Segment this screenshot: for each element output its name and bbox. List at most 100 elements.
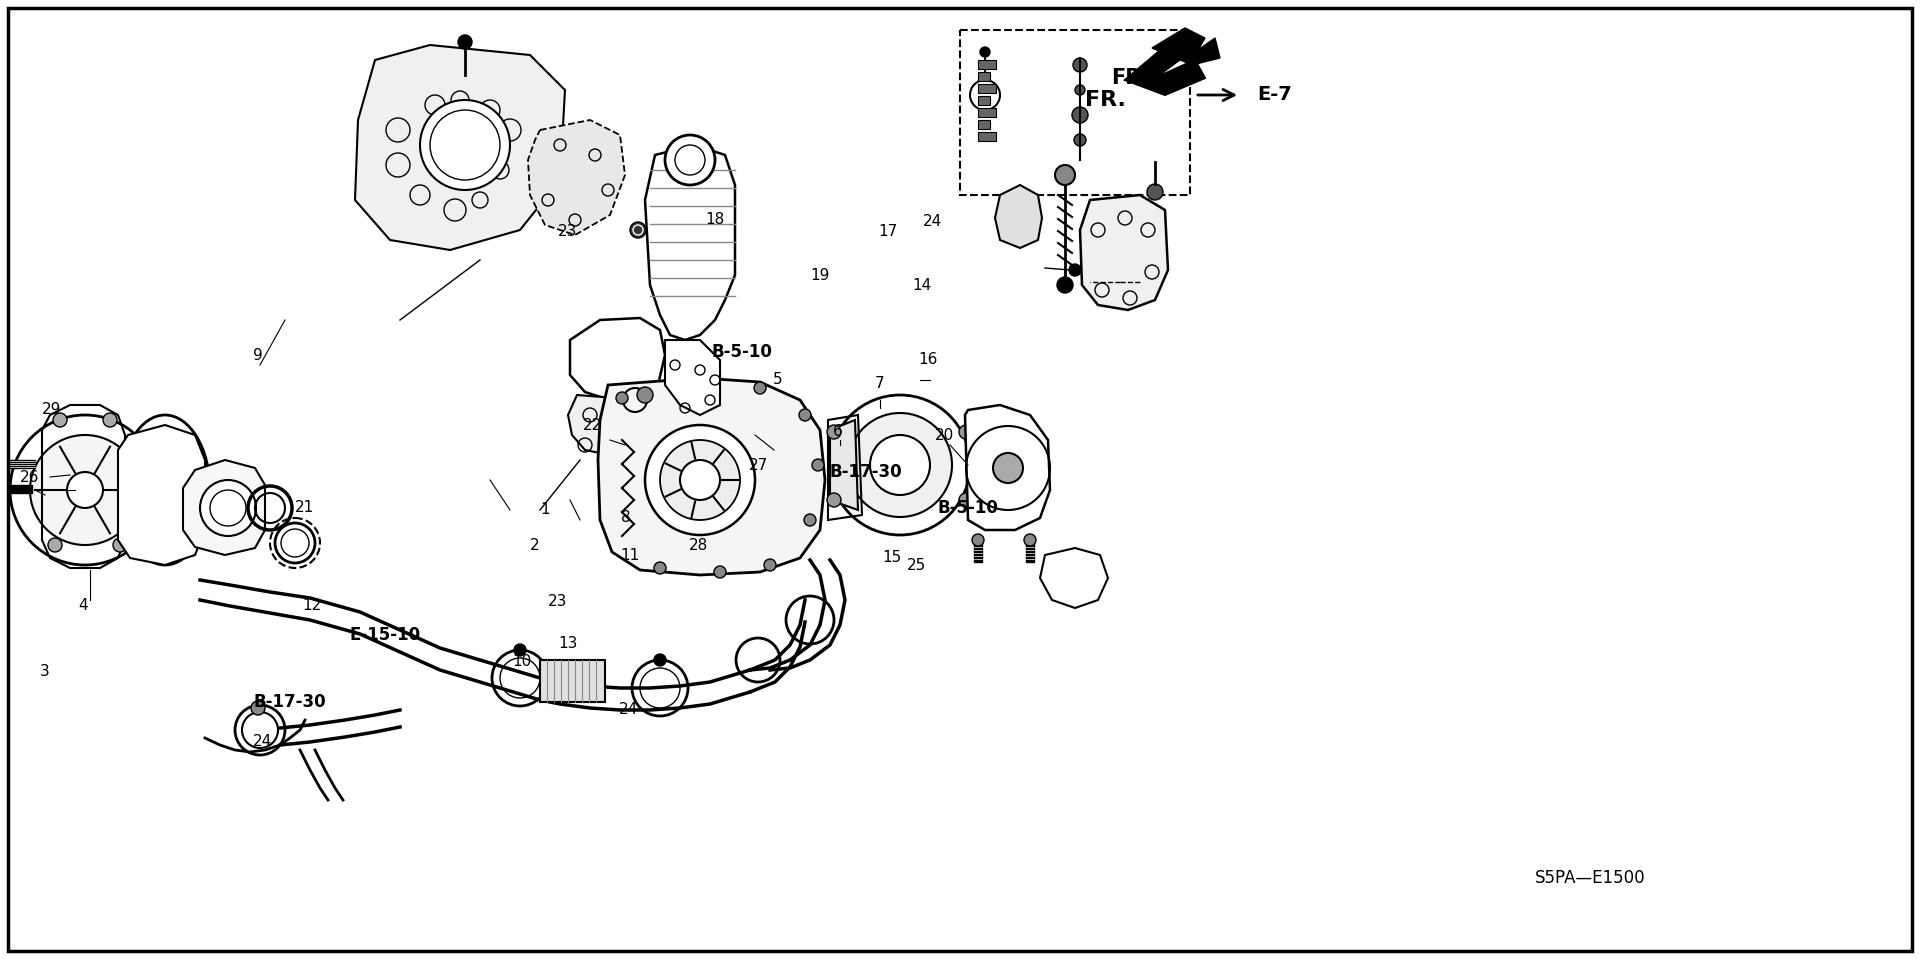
Circle shape [113,538,127,552]
Bar [977,120,991,129]
Polygon shape [117,425,205,565]
Circle shape [979,47,991,57]
Circle shape [764,559,776,571]
Text: 21: 21 [296,501,315,516]
Polygon shape [528,120,626,235]
Text: 22: 22 [582,417,601,433]
Text: 3: 3 [40,665,50,680]
Text: 7: 7 [876,377,885,391]
Circle shape [958,425,973,439]
Polygon shape [645,145,735,340]
Polygon shape [1079,195,1167,310]
Text: 14: 14 [912,277,931,292]
Circle shape [664,135,714,185]
Circle shape [1054,165,1075,185]
Bar [960,30,1190,195]
Circle shape [799,409,810,421]
Polygon shape [355,45,564,250]
Circle shape [630,222,645,238]
Circle shape [200,480,255,536]
Bar [977,108,996,117]
Circle shape [849,413,952,517]
Circle shape [515,644,526,656]
Polygon shape [968,425,998,510]
Circle shape [972,534,983,546]
Bar [540,660,605,702]
Circle shape [637,387,653,403]
Circle shape [1073,134,1087,146]
Circle shape [1023,534,1037,546]
Polygon shape [1025,540,1035,562]
Circle shape [870,435,929,495]
Text: B-17-30: B-17-30 [829,463,902,481]
Circle shape [804,514,816,526]
Text: B-5-10: B-5-10 [712,343,772,361]
Circle shape [67,472,104,508]
Text: 10: 10 [513,654,532,669]
Text: 17: 17 [877,224,899,240]
Text: 9: 9 [253,347,263,363]
Text: 23: 23 [549,595,568,610]
Circle shape [48,538,61,552]
Polygon shape [829,420,858,510]
Circle shape [958,493,973,507]
Circle shape [1075,85,1085,95]
Bar [977,60,996,69]
Polygon shape [8,460,35,468]
Circle shape [993,453,1023,483]
Polygon shape [597,378,826,575]
Circle shape [660,440,739,520]
Polygon shape [966,405,1050,530]
Circle shape [1058,277,1073,293]
Text: 29: 29 [42,403,61,417]
Circle shape [655,562,666,574]
Circle shape [680,460,720,500]
Circle shape [1146,184,1164,200]
Circle shape [1069,264,1081,276]
Circle shape [1071,107,1089,123]
Circle shape [1073,58,1087,72]
Polygon shape [1152,28,1219,65]
Circle shape [31,435,140,545]
Circle shape [10,415,159,565]
Text: 24: 24 [618,703,637,717]
Text: 11: 11 [620,549,639,564]
Circle shape [459,35,472,49]
Text: FR.: FR. [1085,90,1125,110]
Circle shape [54,413,67,427]
Circle shape [714,566,726,578]
Text: 1: 1 [540,503,549,518]
Text: 25: 25 [906,557,925,573]
Polygon shape [568,395,645,455]
Text: 24: 24 [922,215,941,229]
Text: 19: 19 [810,268,829,283]
Circle shape [252,701,265,715]
Polygon shape [995,185,1043,248]
Text: B-17-30: B-17-30 [253,693,326,711]
Text: 20: 20 [935,428,954,442]
Text: E-15-10: E-15-10 [349,626,420,644]
Text: 8: 8 [622,510,632,526]
Text: 12: 12 [301,598,323,614]
Text: B-5-10: B-5-10 [937,499,998,517]
Text: 16: 16 [918,353,937,367]
Circle shape [755,382,766,394]
Bar [977,72,991,81]
Text: 28: 28 [689,537,708,552]
Circle shape [812,459,824,471]
Text: 23: 23 [559,224,578,240]
Circle shape [645,425,755,535]
Polygon shape [570,318,664,400]
Circle shape [104,413,117,427]
Circle shape [828,493,841,507]
Bar [977,132,996,141]
Circle shape [420,100,511,190]
Bar [977,96,991,105]
Text: 6: 6 [833,425,843,439]
Text: 15: 15 [883,550,902,566]
Circle shape [655,654,666,666]
Circle shape [829,395,970,535]
Text: 24: 24 [252,735,271,750]
Circle shape [616,392,628,404]
Polygon shape [973,540,981,562]
